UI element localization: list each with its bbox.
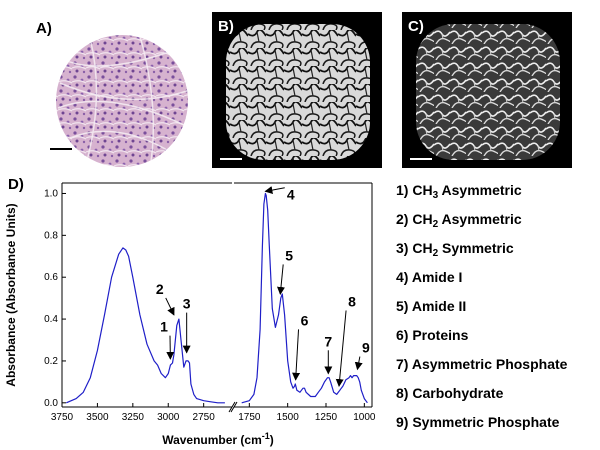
peak-label: 4 (287, 187, 295, 203)
peak-label: 6 (301, 312, 309, 328)
y-tick-label: 0.8 (44, 230, 58, 241)
x-tick-label: 3750 (51, 412, 74, 423)
x-tick-label: 1750 (238, 412, 261, 423)
spectrum-line (241, 192, 368, 404)
legend-item: 6) Proteins (396, 327, 469, 343)
panel-d-label: D) (8, 176, 24, 193)
x-axis-title: Wavenumber (cm-1) (162, 431, 274, 447)
peak-arrow (354, 356, 363, 371)
peak-arrow (264, 186, 285, 195)
panel-b-image: B) (212, 12, 382, 168)
y-tick-label: 0.2 (44, 356, 58, 367)
band-assignment-legend: 1) CH3 Asymmetric 2) CH2 Asymmetric 3) C… (396, 176, 600, 437)
y-tick-label: 1.0 (44, 188, 58, 199)
panel-c-image: C) (402, 12, 572, 168)
x-tick-label: 3000 (157, 412, 180, 423)
y-tick-label: 0.0 (44, 398, 58, 409)
axis-break-mark (228, 401, 238, 413)
peak-label: 3 (183, 296, 191, 312)
chart-axes (61, 182, 373, 413)
y-axis-title: Absorbance (Absorbance Units) (4, 203, 18, 386)
panel-a-image: A) (30, 18, 200, 168)
peak-arrow (335, 310, 347, 388)
x-axis-title-end: ) (270, 433, 274, 447)
peak-label: 8 (348, 294, 356, 310)
peak-label: 5 (285, 247, 293, 263)
peak-label: 7 (324, 333, 332, 349)
peak-label: 2 (156, 281, 164, 297)
x-axis-title-sup: -1 (262, 431, 270, 441)
y-tick-label: 0.4 (44, 314, 58, 325)
peak-arrow (277, 264, 285, 295)
chart-annotations: 1 2 3 4 5 67 8 9 (156, 186, 370, 388)
panel-a-label: A) (36, 20, 52, 37)
x-tick-label: 1000 (353, 412, 376, 423)
x-tick-label: 1500 (277, 412, 300, 423)
chart-series (66, 192, 368, 404)
peak-label: 9 (362, 340, 370, 356)
x-tick-label: 3250 (122, 412, 145, 423)
peak-label: 1 (160, 319, 168, 335)
x-axis-title-text: Wavenumber (cm (162, 433, 262, 447)
legend-item: 1) CH3 Asymmetric (396, 182, 522, 201)
legend-item: 9) Symmetric Phosphate (396, 414, 560, 430)
y-tick-label: 0.6 (44, 272, 58, 283)
peak-arrow (165, 297, 175, 316)
legend-item: 4) Amide I (396, 269, 463, 285)
legend-item: 3) CH2 Symmetric (396, 240, 514, 259)
legend-item: 2) CH2 Asymmetric (396, 211, 522, 230)
x-tick-label: 2750 (193, 412, 216, 423)
panel-b-label: B) (218, 18, 234, 35)
legend-item: 8) Carbohydrate (396, 385, 504, 401)
x-tick-label: 3500 (86, 412, 109, 423)
legend-item: 7) Asymmetric Phosphate (396, 356, 568, 372)
spectrum-line (66, 247, 225, 404)
legend-item: 5) Amide II (396, 298, 467, 314)
peak-arrow (292, 329, 301, 381)
x-tick-label: 1250 (315, 412, 338, 423)
panel-c-label: C) (408, 18, 424, 35)
